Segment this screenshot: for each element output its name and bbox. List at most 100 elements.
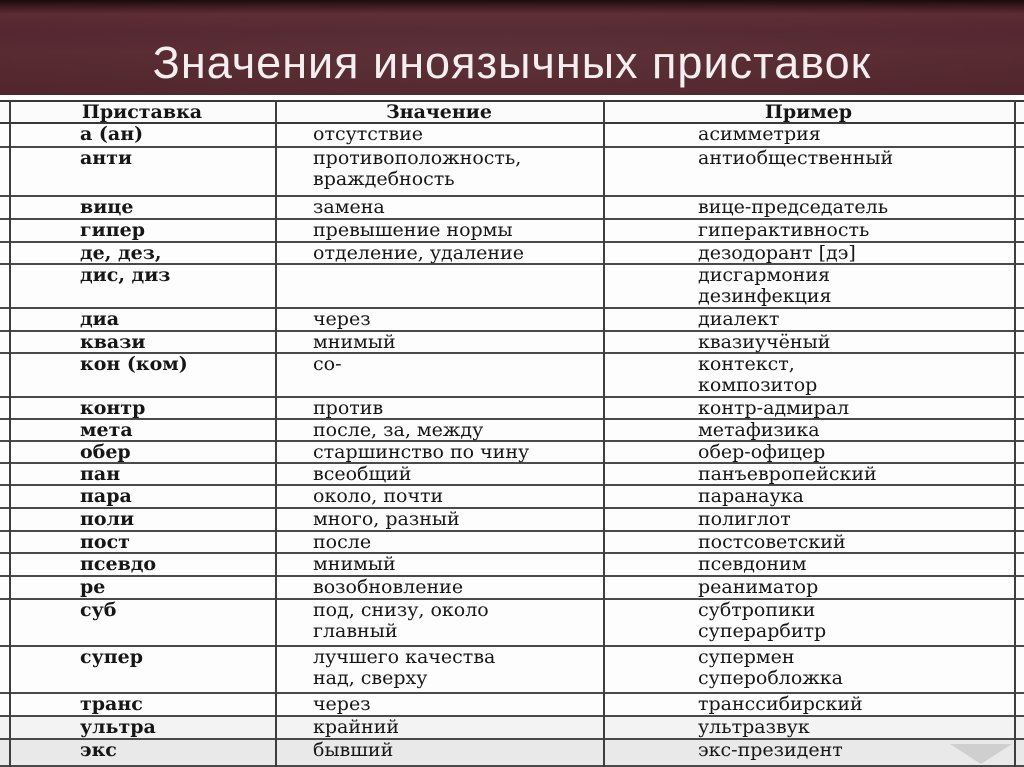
table-row: а (ан) отсутствие асимметрия — [0, 124, 1024, 148]
column-header-example: Пример — [764, 101, 853, 123]
meaning-cell: после, за, между — [313, 419, 484, 441]
meaning-cell: мнимый — [313, 553, 396, 575]
example-cell: обер-офицер — [698, 441, 826, 463]
table-row: экс бывший экс-президент — [0, 740, 1024, 767]
page-title: Значения иноязычных приставок — [152, 37, 872, 88]
example-cell: панъевропейский — [698, 463, 877, 485]
example-cell: диалект — [698, 308, 780, 330]
table-row: квази мнимый квазиучёный — [0, 332, 1024, 354]
example-cell: транссибирский — [698, 693, 863, 715]
meaning-cell: лучшего качества над, сверху — [313, 646, 496, 689]
column-divider-1 — [275, 100, 277, 767]
table-header-row: Приставка Значение Пример — [0, 100, 1024, 124]
table-row: пара около, почти паранаука — [0, 486, 1024, 509]
example-cell: постсоветский — [698, 531, 846, 553]
prefix-cell: псевдо — [80, 553, 157, 575]
slide-title-band: Значения иноязычных приставок — [0, 0, 1024, 95]
column-divider-2 — [603, 100, 605, 767]
meaning-cell: отсутствие — [313, 123, 424, 145]
prefix-cell: квази — [80, 331, 146, 353]
table-row: супер лучшего качества над, сверху супер… — [0, 647, 1024, 694]
meaning-cell: против — [313, 397, 384, 419]
column-header-prefix: Приставка — [81, 101, 203, 123]
meaning-cell: около, почти — [313, 485, 444, 507]
example-cell: полиглот — [698, 508, 791, 530]
table-row: кон (ком) со- контекст, композитор — [0, 354, 1024, 398]
prefix-cell: а (ан) — [80, 123, 144, 145]
prefix-cell: поли — [80, 508, 135, 530]
example-cell: гиперактивность — [698, 219, 870, 241]
prefix-cell: гипер — [80, 219, 146, 241]
meaning-cell: через — [313, 693, 371, 715]
meaning-cell: мнимый — [313, 331, 396, 353]
prefix-cell: ре — [80, 576, 106, 598]
example-cell: метафизика — [698, 419, 820, 441]
meaning-cell: всеобщий — [313, 463, 412, 485]
prefix-cell: пост — [80, 531, 130, 553]
prefix-cell: де, дез, — [80, 242, 162, 264]
prefix-cell: суб — [80, 599, 117, 621]
table-border-left — [9, 100, 11, 767]
next-slide-arrow-icon[interactable] — [950, 744, 1012, 764]
prefix-cell: контр — [80, 397, 146, 419]
meaning-cell: замена — [313, 196, 385, 218]
prefix-cell: ультра — [80, 716, 156, 738]
meaning-cell: отделение, удаление — [313, 242, 524, 264]
prefix-cell: супер — [80, 646, 144, 668]
table-row: контр против контр-адмирал — [0, 398, 1024, 420]
prefix-cell: анти — [80, 147, 133, 169]
table-row: обер старшинство по чину обер-офицер — [0, 442, 1024, 464]
example-cell: реаниматор — [698, 576, 819, 598]
meaning-cell: со- — [313, 353, 342, 375]
table-row: диа через диалект — [0, 309, 1024, 332]
example-cell: контекст, композитор — [698, 353, 818, 396]
table-row: транс через транссибирский — [0, 694, 1024, 717]
example-cell: экс-президент — [698, 739, 843, 761]
meaning-cell: под, снизу, около главный — [313, 599, 489, 642]
table-border-right — [1014, 100, 1016, 767]
example-cell: дезодорант [дэ] — [698, 242, 856, 264]
table-row: гипер превышение нормы гиперактивность — [0, 220, 1024, 243]
example-cell: паранаука — [698, 485, 804, 507]
prefix-cell: кон (ком) — [80, 353, 188, 375]
table-row: пост после постсоветский — [0, 532, 1024, 554]
prefix-cell: экс — [80, 739, 117, 761]
example-cell: дисгармония дезинфекция — [698, 264, 832, 307]
table-row: псевдо мнимый псевдоним — [0, 554, 1024, 577]
prefix-cell: пара — [80, 485, 132, 507]
prefix-cell: вице — [80, 196, 134, 218]
example-cell: супермен суперобложка — [698, 646, 843, 689]
meaning-cell: крайний — [313, 716, 400, 738]
prefix-cell: обер — [80, 441, 131, 463]
example-cell: квазиучёный — [698, 331, 831, 353]
table-row: ультра крайний ультразвук — [0, 717, 1024, 740]
meaning-cell: старшинство по чину — [313, 441, 530, 463]
table-row: анти противоположность, враждебность ант… — [0, 148, 1024, 197]
table-row: мета после, за, между метафизика — [0, 420, 1024, 442]
prefix-cell: диа — [80, 308, 120, 330]
example-cell: антиобщественный — [698, 147, 894, 169]
meaning-cell: через — [313, 308, 371, 330]
example-cell: ультразвук — [698, 716, 810, 738]
prefix-cell: дис, диз — [80, 264, 171, 286]
table-body: а (ан) отсутствие асимметрия анти против… — [0, 124, 1024, 767]
example-cell: асимметрия — [698, 123, 821, 145]
meaning-cell: превышение нормы — [313, 219, 513, 241]
table-row: дис, диз дисгармония дезинфекция — [0, 265, 1024, 309]
table-row: суб под, снизу, около главный субтропики… — [0, 600, 1024, 647]
example-cell: контр-адмирал — [698, 397, 850, 419]
prefix-cell: мета — [80, 419, 133, 441]
meaning-cell: после — [313, 531, 372, 553]
example-cell: псевдоним — [698, 553, 807, 575]
table-row: ре возобновление реаниматор — [0, 577, 1024, 600]
prefix-table: Приставка Значение Пример а (ан) отсутст… — [0, 95, 1024, 767]
column-header-meaning: Значение — [385, 101, 492, 123]
meaning-cell: много, разный — [313, 508, 460, 530]
example-cell: субтропики суперарбитр — [698, 599, 827, 642]
example-cell: вице-председатель — [698, 196, 889, 218]
prefix-cell: пан — [80, 463, 121, 485]
meaning-cell: бывший — [313, 739, 394, 761]
table-row: поли много, разный полиглот — [0, 509, 1024, 532]
prefix-cell: транс — [80, 693, 143, 715]
